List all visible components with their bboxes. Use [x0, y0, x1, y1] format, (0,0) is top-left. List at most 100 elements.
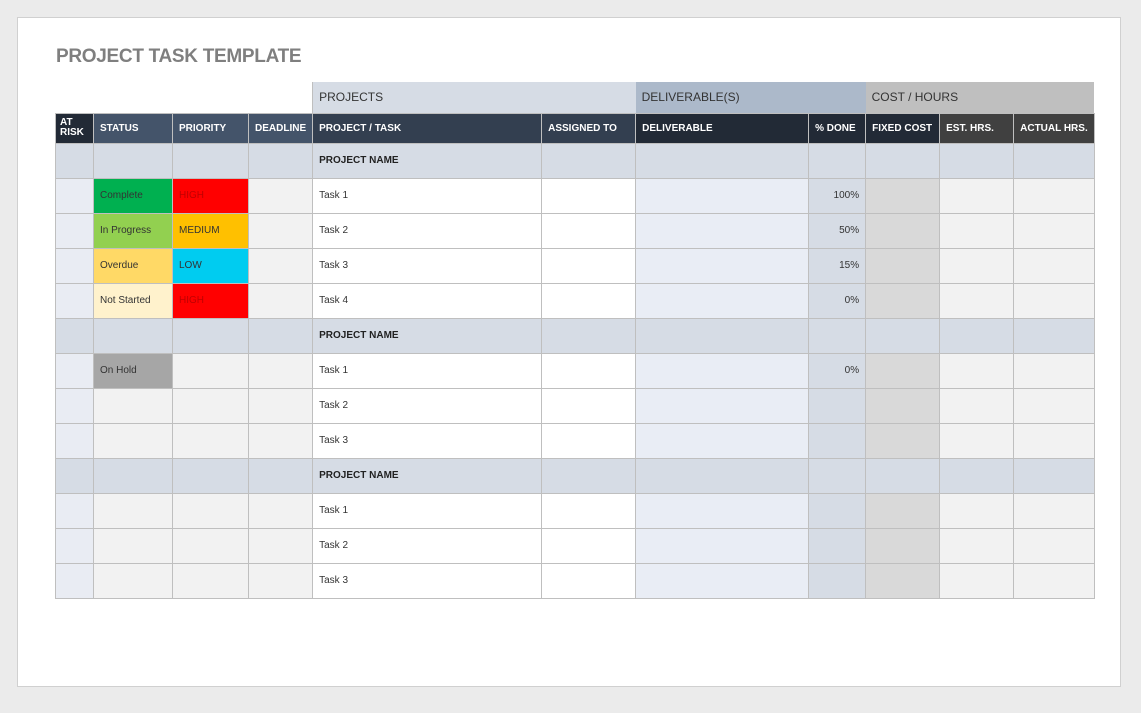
cell-status[interactable]: In Progress — [93, 212, 173, 249]
cell-status[interactable]: Not Started — [93, 282, 173, 319]
cell-actual-hrs[interactable] — [1013, 562, 1095, 599]
cell-project-task[interactable]: Task 1 — [312, 492, 543, 529]
cell-deadline[interactable] — [247, 422, 314, 459]
cell-percent-done[interactable] — [808, 527, 867, 564]
project-name[interactable]: PROJECT NAME — [312, 142, 543, 179]
cell-assigned-to[interactable] — [541, 282, 637, 319]
cell-est-hrs[interactable] — [939, 282, 1015, 319]
cell-percent-done[interactable]: 15% — [808, 247, 867, 284]
cell-est-hrs[interactable] — [939, 457, 1015, 494]
cell-deliverable[interactable] — [635, 387, 810, 424]
cell-fixed-cost[interactable] — [865, 212, 941, 249]
cell-assigned-to[interactable] — [541, 177, 637, 214]
cell-fixed-cost[interactable] — [865, 177, 941, 214]
cell-est-hrs[interactable] — [939, 212, 1015, 249]
cell-project-task[interactable]: Task 2 — [312, 387, 543, 424]
cell-fixed-cost[interactable] — [865, 282, 941, 319]
cell-status[interactable] — [93, 562, 173, 599]
project-name[interactable]: PROJECT NAME — [312, 457, 543, 494]
cell-assigned-to[interactable] — [541, 387, 637, 424]
cell-deliverable[interactable] — [635, 352, 810, 389]
cell-est-hrs[interactable] — [939, 492, 1015, 529]
cell-deadline[interactable] — [247, 352, 314, 389]
cell-percent-done[interactable] — [808, 387, 867, 424]
cell-deadline[interactable] — [247, 282, 314, 319]
cell-at-risk[interactable] — [55, 457, 94, 494]
cell-status[interactable] — [93, 317, 173, 354]
cell-status[interactable] — [93, 422, 173, 459]
cell-deadline[interactable] — [247, 212, 314, 249]
cell-status[interactable]: On Hold — [93, 352, 173, 389]
cell-priority[interactable] — [172, 142, 249, 179]
cell-status[interactable] — [93, 527, 173, 564]
cell-est-hrs[interactable] — [939, 387, 1015, 424]
cell-percent-done[interactable] — [808, 562, 867, 599]
cell-actual-hrs[interactable] — [1013, 282, 1095, 319]
cell-at-risk[interactable] — [55, 142, 94, 179]
cell-est-hrs[interactable] — [939, 177, 1015, 214]
cell-actual-hrs[interactable] — [1013, 457, 1095, 494]
cell-at-risk[interactable] — [55, 317, 94, 354]
cell-status[interactable] — [93, 142, 173, 179]
cell-assigned-to[interactable] — [541, 212, 637, 249]
cell-assigned-to[interactable] — [541, 422, 637, 459]
cell-at-risk[interactable] — [55, 282, 94, 319]
cell-priority[interactable] — [172, 387, 249, 424]
cell-est-hrs[interactable] — [939, 352, 1015, 389]
cell-status[interactable] — [93, 457, 173, 494]
cell-assigned-to[interactable] — [541, 142, 637, 179]
cell-deliverable[interactable] — [635, 247, 810, 284]
cell-status[interactable]: Complete — [93, 177, 173, 214]
cell-priority[interactable]: HIGH — [172, 177, 249, 214]
cell-deliverable[interactable] — [635, 177, 810, 214]
cell-assigned-to[interactable] — [541, 317, 637, 354]
cell-status[interactable]: Overdue — [93, 247, 173, 284]
cell-project-task[interactable]: Task 3 — [312, 422, 543, 459]
cell-fixed-cost[interactable] — [865, 247, 941, 284]
cell-at-risk[interactable] — [55, 212, 94, 249]
cell-priority[interactable] — [172, 527, 249, 564]
cell-fixed-cost[interactable] — [865, 387, 941, 424]
cell-actual-hrs[interactable] — [1013, 352, 1095, 389]
cell-deliverable[interactable] — [635, 282, 810, 319]
cell-deadline[interactable] — [247, 247, 314, 284]
cell-actual-hrs[interactable] — [1013, 387, 1095, 424]
cell-est-hrs[interactable] — [939, 562, 1015, 599]
cell-priority[interactable] — [172, 352, 249, 389]
cell-deliverable[interactable] — [635, 492, 810, 529]
cell-fixed-cost[interactable] — [865, 422, 941, 459]
cell-project-task[interactable]: Task 1 — [312, 177, 543, 214]
cell-deliverable[interactable] — [635, 212, 810, 249]
cell-assigned-to[interactable] — [541, 457, 637, 494]
cell-project-task[interactable]: Task 3 — [312, 562, 543, 599]
cell-actual-hrs[interactable] — [1013, 317, 1095, 354]
cell-deliverable[interactable] — [635, 422, 810, 459]
cell-percent-done[interactable]: 0% — [808, 352, 867, 389]
cell-assigned-to[interactable] — [541, 492, 637, 529]
cell-assigned-to[interactable] — [541, 527, 637, 564]
cell-fixed-cost[interactable] — [865, 562, 941, 599]
cell-fixed-cost[interactable] — [865, 527, 941, 564]
cell-deliverable[interactable] — [635, 317, 810, 354]
cell-at-risk[interactable] — [55, 387, 94, 424]
cell-at-risk[interactable] — [55, 492, 94, 529]
cell-percent-done[interactable] — [808, 142, 867, 179]
cell-deliverable[interactable] — [635, 527, 810, 564]
cell-percent-done[interactable] — [808, 457, 867, 494]
cell-deliverable[interactable] — [635, 142, 810, 179]
cell-percent-done[interactable]: 0% — [808, 282, 867, 319]
cell-deadline[interactable] — [247, 527, 314, 564]
cell-priority[interactable] — [172, 317, 249, 354]
cell-percent-done[interactable]: 50% — [808, 212, 867, 249]
cell-assigned-to[interactable] — [541, 247, 637, 284]
cell-fixed-cost[interactable] — [865, 457, 941, 494]
cell-priority[interactable] — [172, 457, 249, 494]
cell-est-hrs[interactable] — [939, 527, 1015, 564]
cell-actual-hrs[interactable] — [1013, 247, 1095, 284]
cell-assigned-to[interactable] — [541, 352, 637, 389]
cell-at-risk[interactable] — [55, 352, 94, 389]
cell-actual-hrs[interactable] — [1013, 527, 1095, 564]
cell-percent-done[interactable] — [808, 492, 867, 529]
cell-priority[interactable]: MEDIUM — [172, 212, 249, 249]
cell-est-hrs[interactable] — [939, 142, 1015, 179]
